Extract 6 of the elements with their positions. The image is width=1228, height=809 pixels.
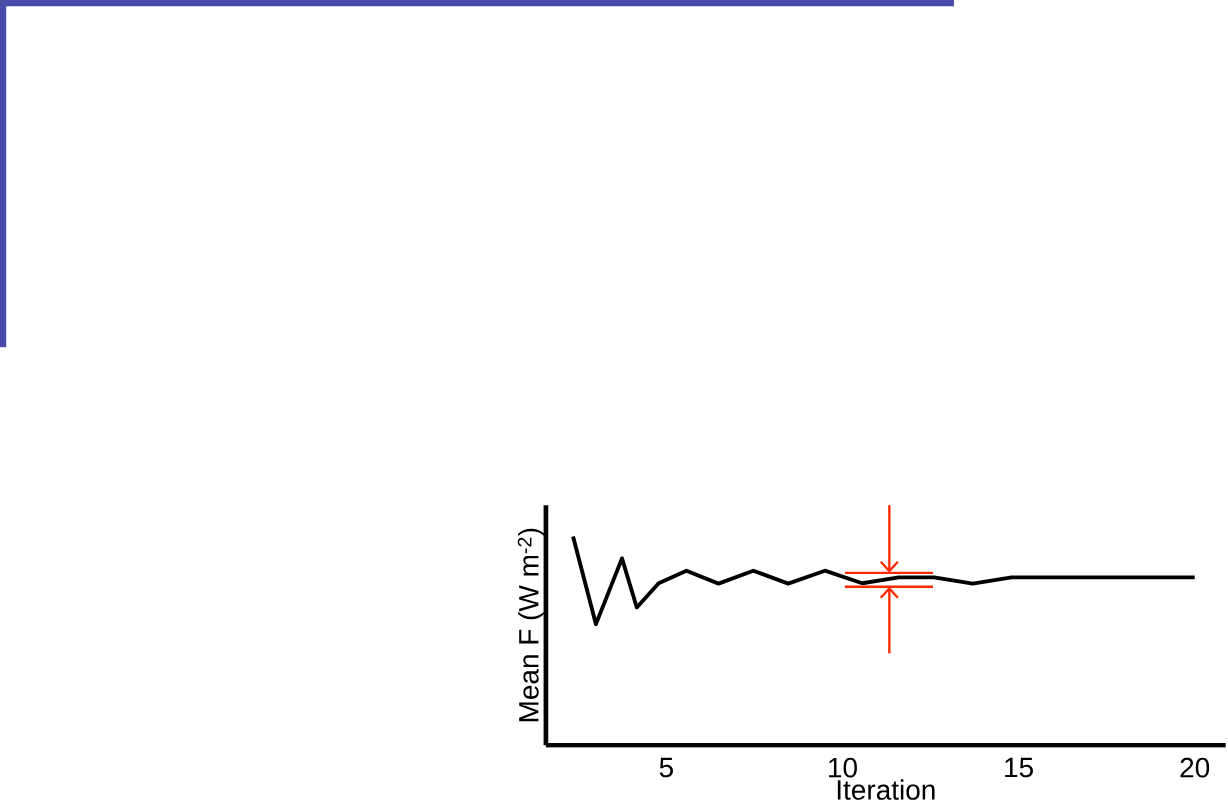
x-tick-label: 5: [659, 757, 673, 778]
x-tick-label: 20: [1180, 757, 1210, 778]
x-tick-label: 15: [1005, 757, 1033, 778]
y-axis-title: Mean F (W m$^{-2}$): [517, 528, 545, 722]
x-tick-label: 10: [829, 757, 857, 778]
x-axis-title: Iteration: [837, 779, 935, 800]
